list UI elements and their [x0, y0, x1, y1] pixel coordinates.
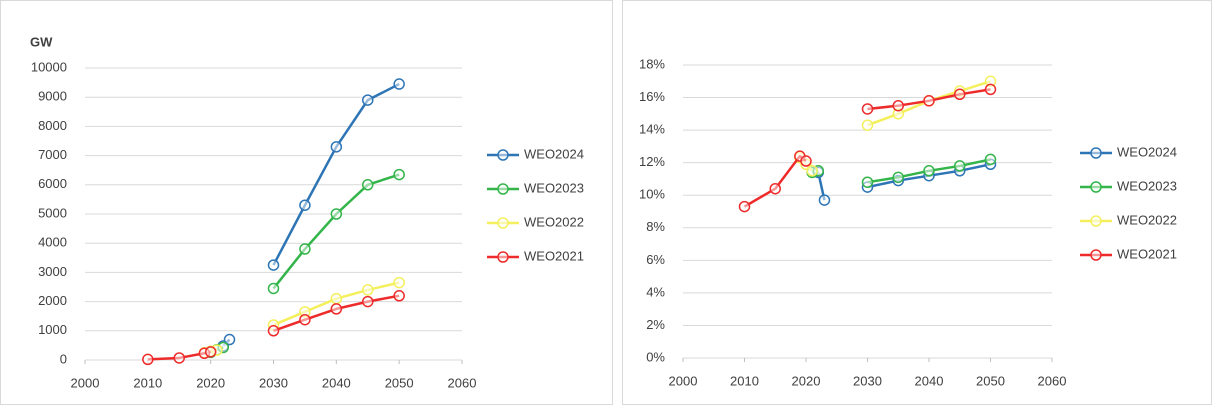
y-axis-label: GW: [30, 34, 53, 49]
data-point: [769, 182, 781, 195]
legend-marker: [497, 183, 509, 195]
x-tick-label: 2010: [730, 373, 759, 388]
legend-marker: [1090, 215, 1102, 227]
x-tick-label: 2060: [448, 375, 477, 390]
legend-label: WEO2024: [1117, 144, 1177, 159]
y-tick-label: 18%: [639, 56, 665, 71]
data-point: [330, 292, 343, 305]
data-point: [984, 83, 997, 96]
y-tick-label: 8%: [646, 219, 665, 234]
data-point: [861, 119, 874, 131]
legend-marker: [497, 251, 509, 263]
data-point: [267, 282, 280, 295]
data-point: [800, 155, 812, 167]
data-point: [984, 153, 997, 166]
y-tick-label: 9000: [38, 89, 67, 104]
data-point: [806, 165, 818, 177]
y-tick-label: 0: [60, 351, 67, 366]
x-tick-label: 2000: [71, 375, 100, 390]
y-tick-label: 16%: [639, 89, 665, 104]
data-point: [173, 352, 185, 364]
x-tick-label: 2040: [322, 375, 351, 390]
data-point: [954, 88, 966, 101]
y-tick-label: 12%: [639, 154, 665, 169]
data-point: [861, 176, 874, 188]
y-tick-label: 7000: [38, 147, 67, 162]
legend-label: WEO2023: [524, 180, 584, 195]
y-tick-label: 10%: [639, 187, 665, 202]
y-tick-label: 8000: [38, 118, 67, 133]
data-point: [267, 259, 280, 271]
data-point: [861, 103, 874, 115]
legend-label: WEO2022: [1117, 212, 1177, 227]
y-tick-label: 1000: [38, 322, 67, 337]
y-tick-label: 5000: [38, 205, 67, 220]
legend-marker: [1090, 249, 1102, 261]
x-tick-label: 2050: [976, 373, 1005, 388]
x-tick-label: 2030: [853, 373, 882, 388]
x-tick-label: 2020: [196, 375, 225, 390]
data-point: [393, 168, 405, 181]
y-tick-label: 0%: [646, 349, 665, 364]
legend-marker: [1090, 147, 1102, 159]
x-tick-label: 2020: [792, 373, 821, 388]
legend-marker: [1090, 181, 1102, 193]
x-tick-label: 2000: [669, 373, 698, 388]
x-tick-label: 2030: [259, 375, 288, 390]
data-point: [892, 99, 904, 112]
data-point: [923, 165, 935, 177]
data-point: [142, 353, 154, 366]
y-tick-label: 14%: [639, 122, 665, 137]
y-tick-label: 4%: [646, 284, 665, 299]
data-point: [267, 325, 280, 337]
data-point: [362, 94, 374, 106]
data-point: [204, 346, 217, 358]
data-point: [330, 141, 343, 153]
y-tick-label: 3000: [38, 264, 67, 279]
data-point: [954, 160, 966, 172]
data-point: [299, 313, 311, 326]
y-tick-label: 10000: [31, 59, 67, 74]
legend-label: WEO2021: [1117, 246, 1177, 261]
data-point: [299, 199, 311, 211]
legend-label: WEO2022: [524, 214, 584, 229]
data-point: [330, 303, 343, 315]
x-tick-label: 2060: [1038, 373, 1067, 388]
data-point: [362, 295, 374, 308]
legend-marker: [497, 217, 509, 229]
data-point: [393, 290, 405, 302]
legend-marker: [497, 149, 509, 161]
data-point: [362, 179, 374, 191]
x-tick-label: 2010: [133, 375, 162, 390]
legend-label: WEO2021: [524, 248, 584, 263]
data-point: [892, 171, 904, 184]
data-point: [223, 333, 236, 346]
y-tick-label: 4000: [38, 235, 67, 250]
data-point: [393, 78, 405, 90]
panel: [622, 0, 1212, 405]
data-point: [738, 200, 751, 213]
data-point: [818, 194, 831, 206]
legend-label: WEO2023: [1117, 178, 1177, 193]
y-tick-label: 6%: [646, 252, 665, 267]
y-tick-label: 6000: [38, 176, 67, 191]
data-point: [330, 208, 343, 220]
data-point: [362, 284, 374, 296]
data-point: [923, 95, 935, 107]
data-point: [393, 276, 405, 289]
data-point: [299, 243, 311, 255]
x-tick-label: 2040: [915, 373, 944, 388]
y-tick-label: 2000: [38, 293, 67, 308]
x-tick-label: 2050: [385, 375, 414, 390]
y-tick-label: 2%: [646, 317, 665, 332]
legend-label: WEO2024: [524, 146, 584, 161]
